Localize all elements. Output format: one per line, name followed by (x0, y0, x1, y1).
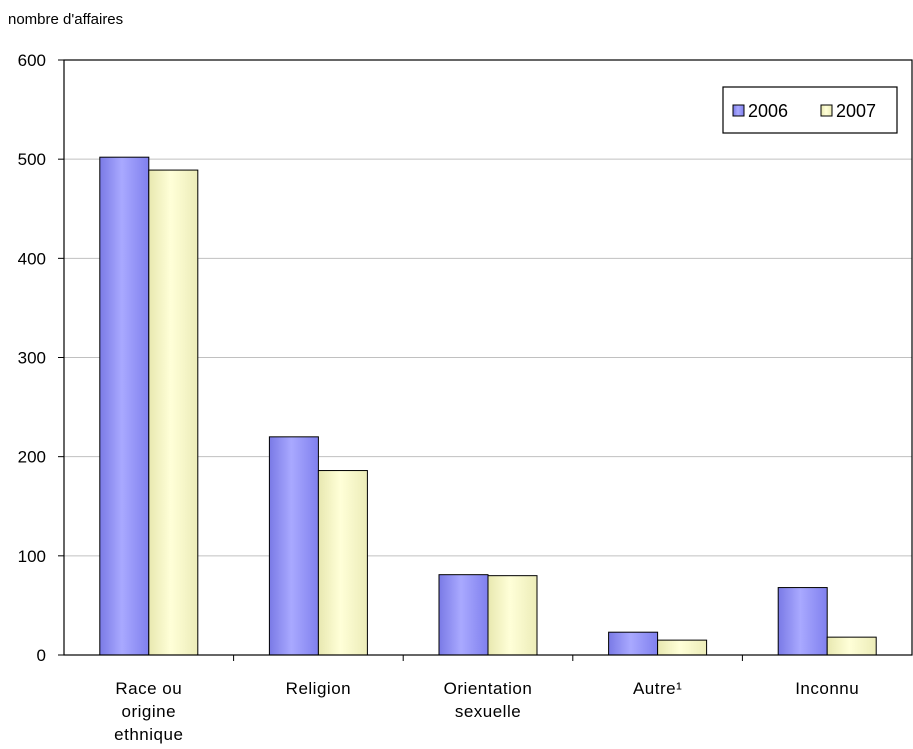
y-tick-label: 400 (18, 249, 46, 268)
bar-2006-0 (99, 156, 150, 656)
gridlines (64, 158, 912, 557)
legend-label-2006: 2006 (748, 101, 788, 121)
y-tick-labels: 0 100 200 300 400 500 600 (18, 51, 46, 665)
category-label: Autre¹ (633, 679, 682, 698)
legend-box (722, 86, 898, 134)
category-labels: Race ou origine ethnique Religion Orientatio… (114, 679, 859, 744)
category-label: Religion (286, 679, 351, 698)
y-tick-label: 0 (37, 646, 46, 665)
bar-2007-0 (148, 169, 199, 656)
category-label: origine (122, 702, 177, 721)
legend: 2006 2007 (722, 86, 898, 134)
plot-frame (63, 59, 913, 656)
bar-2007-3 (657, 639, 708, 656)
bar-2007-4 (826, 636, 877, 656)
bars (99, 156, 877, 656)
category-label: Inconnu (795, 679, 859, 698)
axes (58, 59, 913, 661)
y-tick-label: 300 (18, 349, 46, 368)
bar-2006-2 (438, 574, 489, 656)
bar-2007-2 (487, 575, 538, 656)
bar-2007-1 (317, 470, 368, 656)
legend-swatch-2007 (820, 104, 833, 117)
legend-swatch-2006 (732, 104, 745, 117)
legend-label-2007: 2007 (836, 101, 876, 121)
y-tick-label: 100 (18, 547, 46, 566)
category-label: sexuelle (455, 702, 521, 721)
y-tick-label: 600 (18, 51, 46, 70)
category-label: Orientation (444, 679, 533, 698)
bar-2006-3 (608, 631, 659, 656)
bar-2006-1 (268, 436, 319, 656)
category-label: ethnique (114, 725, 183, 744)
y-tick-label: 200 (18, 448, 46, 467)
y-axis-label: nombre d'affaires (8, 11, 123, 28)
y-tick-label: 500 (18, 150, 46, 169)
bar-2006-4 (777, 587, 828, 656)
category-label: Race ou (115, 679, 182, 698)
